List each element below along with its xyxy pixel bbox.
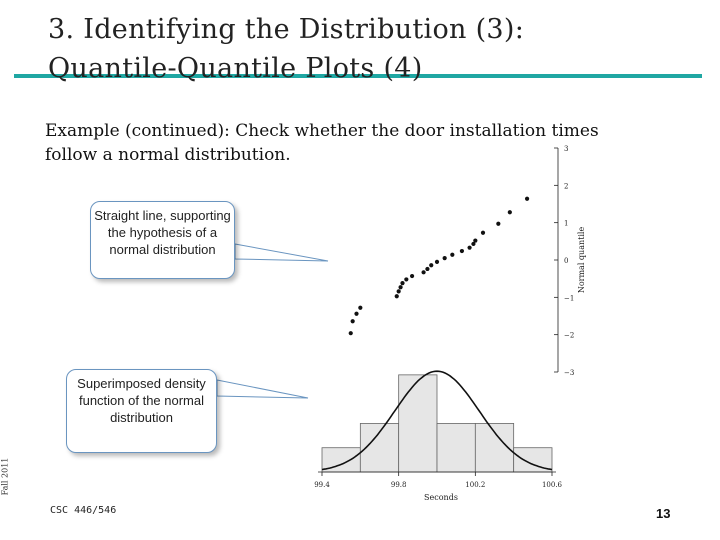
qq-point [348, 331, 353, 336]
qq-y-tick-label: −3 [564, 369, 574, 377]
qq-point [354, 311, 359, 316]
callout-density-function-pointer [216, 379, 309, 399]
qq-point [400, 281, 405, 286]
qq-point [480, 230, 486, 235]
qq-point [507, 210, 512, 215]
title-rule [14, 74, 702, 78]
qq-point [396, 289, 401, 294]
qq-point [394, 294, 399, 299]
histogram-x-tick-label: 100.6 [542, 481, 563, 489]
qq-point [350, 319, 355, 324]
qq-point [404, 277, 409, 282]
qq-point [473, 238, 478, 243]
normal-density-curve [321, 370, 553, 471]
histogram-bar [398, 374, 438, 473]
qq-point [409, 273, 415, 279]
qq-point [429, 263, 434, 268]
qq-point [450, 252, 455, 257]
qq-point [398, 285, 403, 290]
qq-point [358, 305, 363, 310]
page-number: 13 [656, 506, 671, 521]
body-text: Example (continued): Check whether the d… [45, 121, 599, 165]
histogram-bar [436, 423, 476, 473]
qq-point [421, 270, 426, 275]
histogram-x-tick-label: 99.4 [314, 481, 330, 489]
qq-point [467, 245, 472, 250]
qq-y-axis-label: Normal quantile [577, 227, 586, 294]
callout-straight-line-pointer [234, 243, 329, 262]
qq-point [442, 256, 447, 261]
histogram-x-tick-label: 99.8 [391, 481, 407, 489]
qq-point [496, 221, 501, 226]
course-code: CSC 446/546 [50, 505, 117, 516]
histogram-x-axis-label: Seconds [424, 493, 458, 502]
callout-density-function: Superimposed density function of the nor… [66, 369, 217, 453]
histogram-x-tick-label: 100.2 [465, 481, 485, 489]
qq-point [459, 248, 465, 254]
qq-point [425, 266, 430, 272]
qq-y-tick-label: 3 [564, 145, 568, 153]
callout-straight-line: Straight line, supporting the hypothesis… [90, 201, 235, 279]
qq-y-tick-label: 0 [564, 257, 568, 265]
qq-point [471, 241, 476, 247]
qq-y-tick-label: −2 [564, 332, 574, 340]
qq-y-tick-label: −1 [564, 294, 574, 302]
slide-title-line-2: Quantile-Quantile Plots (4) [48, 53, 423, 84]
qq-point [524, 196, 530, 201]
side-label: Fall 2011 [0, 457, 10, 496]
qq-point [434, 259, 440, 264]
qq-y-tick-label: 1 [564, 220, 568, 228]
qq-y-tick-label: 2 [564, 182, 568, 190]
slide-title-line-1: 3. Identifying the Distribution (3): [48, 14, 525, 45]
